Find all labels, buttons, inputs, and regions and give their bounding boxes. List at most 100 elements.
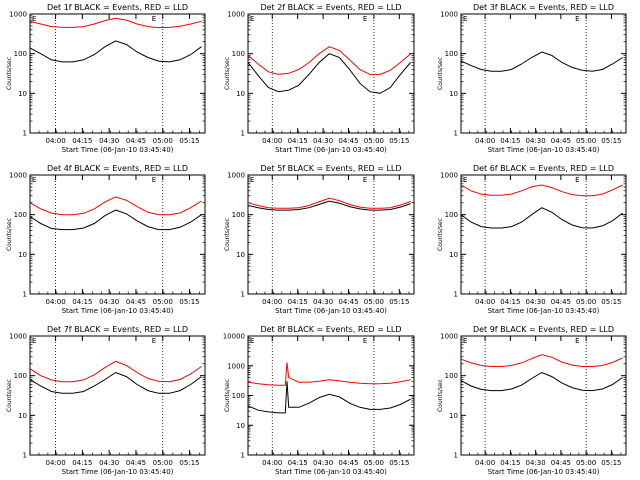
corner-label: E [152,15,156,23]
y-axis-label: Counts/sec [437,57,444,90]
events-series-line [29,371,202,394]
x-tick-label: 05:00 [153,298,173,306]
corner-label: E [463,15,467,23]
x-tick-label: 04:45 [551,459,571,467]
x-tick-label: 05:15 [601,459,621,467]
y-tick-label: 10 [449,251,458,259]
x-tick-label: 04:45 [551,298,571,306]
plot-frame [247,174,415,295]
x-axis-label: Start Time (06-Jan-10 03:45:40) [488,146,600,154]
corner-label: E [575,15,579,23]
lld-series-line [247,362,411,386]
plot-frame [247,335,415,456]
x-tick-label: 04:00 [475,137,495,145]
y-tick-label: 1000 [440,11,458,19]
y-tick-label: 1 [241,291,245,299]
x-axis-label: Start Time (06-Jan-10 03:45:40) [62,468,174,476]
y-axis-label: Counts/sec [224,57,231,90]
corner-label: E [250,176,254,184]
y-tick-label: 10 [18,412,27,420]
lld-series-line [29,360,202,383]
corner-label: E [32,176,36,184]
lld-series-line [29,17,202,29]
x-tick-label: 05:00 [364,137,384,145]
plot-frame [29,174,206,295]
y-tick-label: 10 [18,251,27,259]
x-tick-label: 05:00 [364,298,384,306]
lld-series-line [247,197,411,209]
y-tick-label: 100 [445,211,458,219]
y-tick-label: 1 [454,452,458,460]
y-tick-label: 10000 [223,333,245,341]
corner-label: E [575,337,579,345]
x-tick-label: 04:45 [338,137,358,145]
x-tick-label: 04:00 [262,459,282,467]
y-axis-label: Counts/sec [437,218,444,251]
events-series-line [29,209,202,231]
panel-title: Det 3f BLACK = Events, RED = LLD [473,3,614,12]
y-tick-label: 100 [445,372,458,380]
y-tick-label: 100 [232,50,245,58]
y-tick-label: 1 [241,130,245,138]
x-tick-label: 04:15 [500,137,520,145]
x-tick-label: 04:00 [45,137,65,145]
panel-title: Det 7f BLACK = Events, RED = LLD [47,325,188,334]
corner-label: E [575,176,579,184]
x-tick-label: 04:30 [526,459,546,467]
panel-title: Det 1f BLACK = Events, RED = LLD [47,3,188,12]
x-axis-label: Start Time (06-Jan-10 03:45:40) [62,146,174,154]
x-tick-label: 04:00 [475,298,495,306]
corner-label: E [152,337,156,345]
x-tick-label: 04:30 [313,459,333,467]
x-tick-label: 04:30 [313,137,333,145]
panel-title: Det 5f BLACK = Events, RED = LLD [260,164,401,173]
x-tick-label: 04:15 [288,298,308,306]
corner-label: E [363,337,367,345]
y-tick-label: 10 [449,412,458,420]
y-tick-label: 1 [454,130,458,138]
x-tick-label: 05:00 [576,459,596,467]
x-tick-label: 04:15 [72,298,92,306]
x-tick-label: 04:15 [500,459,520,467]
lld-series-line [460,354,623,367]
panel-title: Det 2f BLACK = Events, RED = LLD [260,3,401,12]
x-tick-label: 05:15 [389,298,409,306]
x-tick-label: 04:15 [72,459,92,467]
detector-panel: Det 1f BLACK = Events, RED = LLD 1 10 100 10… [6,3,206,154]
y-tick-label: 1000 [227,362,245,370]
detector-panel: Det 5f BLACK = Events, RED = LLD 1 10 100 10… [224,164,415,315]
y-axis-label: Counts/sec [6,57,13,90]
detector-panel: Det 7f BLACK = Events, RED = LLD 1 10 100 10… [6,325,206,476]
x-tick-label: 04:45 [126,459,146,467]
corner-label: E [463,337,467,345]
plot-frame [29,335,206,456]
corner-label: E [250,337,254,345]
y-tick-label: 1000 [9,333,27,341]
events-series-line [460,51,623,72]
x-tick-label: 04:30 [313,298,333,306]
corner-label: E [32,15,36,23]
x-axis-label: Start Time (06-Jan-10 03:45:40) [488,307,600,315]
y-axis-label: Counts/sec [224,218,231,251]
y-tick-label: 1 [454,291,458,299]
y-tick-label: 1 [241,452,245,460]
events-series-line [247,381,411,414]
x-tick-label: 04:45 [126,137,146,145]
x-axis-label: Start Time (06-Jan-10 03:45:40) [275,307,387,315]
x-tick-label: 04:30 [526,298,546,306]
x-tick-label: 05:00 [576,298,596,306]
y-tick-label: 10 [18,90,27,98]
y-tick-label: 1 [23,291,27,299]
x-tick-label: 04:30 [99,298,119,306]
x-tick-label: 05:15 [389,459,409,467]
y-tick-label: 100 [14,50,27,58]
detector-panel: Det 3f BLACK = Events, RED = LLD 1 10 100 10… [437,3,627,154]
y-tick-label: 100 [232,392,245,400]
x-axis-label: Start Time (06-Jan-10 03:45:40) [275,468,387,476]
x-tick-label: 05:15 [601,137,621,145]
y-tick-label: 1000 [227,172,245,180]
x-tick-label: 05:00 [576,137,596,145]
corner-label: E [363,15,367,23]
x-axis-label: Start Time (06-Jan-10 03:45:40) [488,468,600,476]
y-tick-label: 1000 [440,172,458,180]
